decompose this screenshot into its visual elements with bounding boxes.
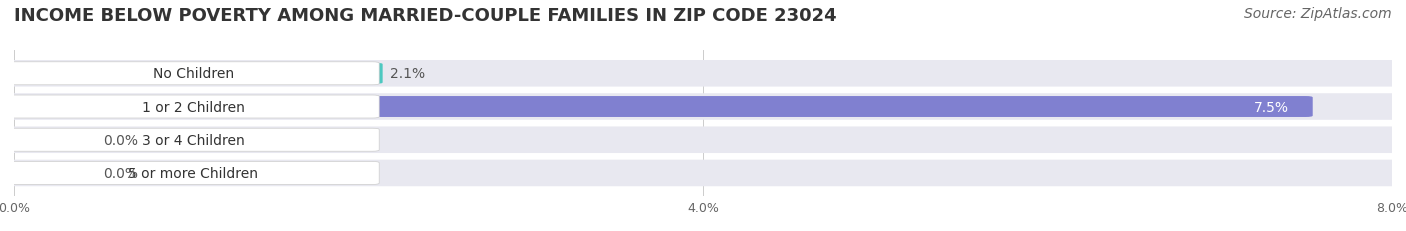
Text: 1 or 2 Children: 1 or 2 Children [142, 100, 245, 114]
Text: 5 or more Children: 5 or more Children [128, 166, 259, 180]
FancyBboxPatch shape [7, 129, 380, 152]
Text: 2.1%: 2.1% [389, 67, 425, 81]
FancyBboxPatch shape [7, 64, 382, 84]
Text: 3 or 4 Children: 3 or 4 Children [142, 133, 245, 147]
FancyBboxPatch shape [7, 61, 1399, 87]
FancyBboxPatch shape [7, 94, 1399, 120]
Text: Source: ZipAtlas.com: Source: ZipAtlas.com [1244, 7, 1392, 21]
FancyBboxPatch shape [7, 96, 380, 119]
Text: 0.0%: 0.0% [104, 166, 139, 180]
FancyBboxPatch shape [7, 97, 1313, 118]
Text: 0.0%: 0.0% [104, 133, 139, 147]
FancyBboxPatch shape [7, 160, 1399, 186]
FancyBboxPatch shape [7, 130, 97, 151]
FancyBboxPatch shape [7, 163, 97, 184]
Text: No Children: No Children [153, 67, 233, 81]
FancyBboxPatch shape [7, 127, 1399, 153]
FancyBboxPatch shape [7, 162, 380, 185]
Text: 7.5%: 7.5% [1254, 100, 1289, 114]
Text: INCOME BELOW POVERTY AMONG MARRIED-COUPLE FAMILIES IN ZIP CODE 23024: INCOME BELOW POVERTY AMONG MARRIED-COUPL… [14, 7, 837, 25]
FancyBboxPatch shape [7, 63, 380, 85]
